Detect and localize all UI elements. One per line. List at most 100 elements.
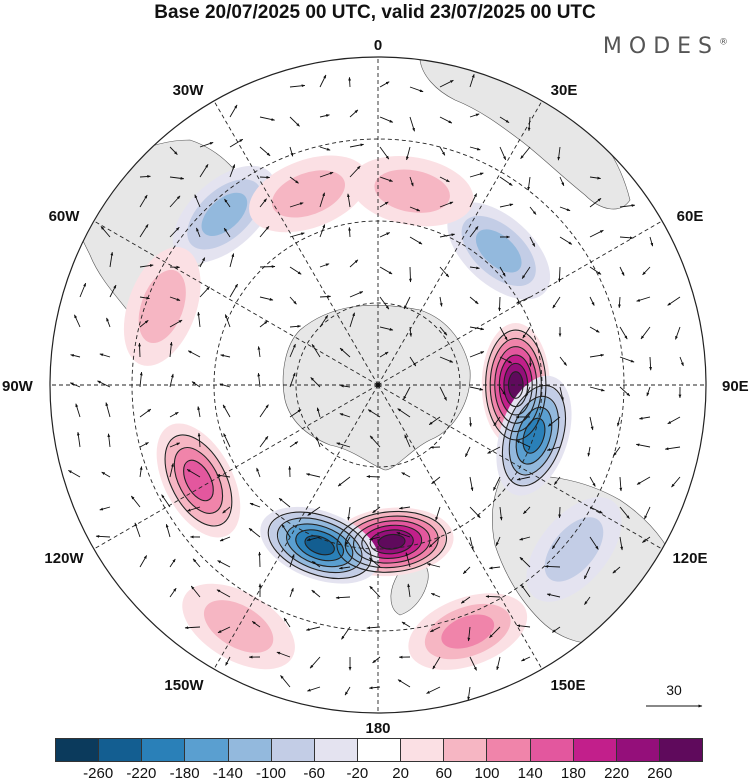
wind-arrow (559, 386, 564, 402)
colorbar-tick-label: -180 (169, 765, 200, 782)
lon-label-90e: 90E (722, 378, 749, 395)
wind-arrow (109, 284, 117, 298)
wind-arrow (316, 407, 321, 418)
wind-arrow (499, 326, 508, 341)
wind-arrow (307, 506, 321, 516)
lon-label-150w: 150W (164, 677, 204, 694)
wind-arrow (248, 527, 261, 538)
positive-anomaly-180-level (378, 534, 405, 550)
colorbar-tick-label: -20 (346, 765, 369, 782)
wind-arrow (319, 146, 331, 151)
wind-arrow (289, 324, 301, 328)
wind-arrow (644, 506, 651, 520)
meridian-line (93, 220, 379, 386)
wind-arrow (583, 566, 591, 580)
wind-arrow (139, 408, 152, 418)
wind-arrow (220, 354, 231, 358)
wind-arrow (311, 589, 321, 598)
wind-arrow (589, 197, 602, 208)
wind-arrow (409, 176, 414, 187)
wind-arrow (559, 236, 573, 245)
wind-arrow (469, 656, 477, 671)
wind-arrow (259, 175, 271, 179)
colorbar-swatch (271, 739, 315, 761)
wind-arrow (289, 116, 300, 127)
wind-arrow (169, 296, 181, 301)
wind-arrow (467, 686, 471, 701)
wind-arrow (467, 626, 471, 642)
wind-arrow (589, 176, 601, 180)
wind-arrow (499, 386, 506, 396)
wind-arrow (139, 175, 151, 178)
wind-arrow (289, 176, 299, 184)
wind-arrow (547, 416, 561, 427)
wind-arrow (280, 675, 291, 688)
wind-arrow (379, 266, 393, 275)
meridian-line (377, 220, 663, 386)
wind-arrow (584, 596, 591, 605)
wind-arrow (469, 172, 484, 178)
colorbar-swatch (444, 739, 488, 761)
wind-arrow (219, 536, 231, 542)
wind-arrow (349, 312, 355, 328)
colorbar-tick-label: 260 (647, 765, 673, 782)
wind-arrow (469, 326, 485, 331)
wind-arrow (379, 201, 389, 208)
colorbar-tick-label: 220 (604, 765, 630, 782)
wind-arrow (469, 416, 472, 427)
wind-arrow (199, 164, 209, 178)
wind-arrow (289, 232, 305, 238)
wind-arrow (139, 466, 143, 478)
wind-arrow (199, 257, 206, 268)
wind-arrow (217, 626, 231, 634)
wind-arrow (439, 146, 446, 156)
wind-arrow (439, 326, 448, 336)
wind-arrow (379, 351, 389, 358)
wind-arrow (369, 435, 381, 448)
wind-arrow (519, 536, 531, 541)
wind-arrow (379, 81, 390, 88)
wind-arrow (551, 536, 561, 550)
colorbar-tick-label: -220 (126, 765, 157, 782)
wind-arrow (409, 326, 413, 337)
wind-arrow (349, 143, 365, 148)
wind-arrow (409, 116, 415, 132)
wind-arrow (306, 473, 321, 478)
wind-arrow (522, 326, 531, 339)
wind-arrow (439, 176, 450, 183)
wind-arrow (559, 176, 565, 187)
wind-arrow (589, 506, 603, 514)
wind-arrow (216, 589, 231, 598)
wind-arrow (638, 416, 651, 420)
wind-arrow (521, 266, 531, 279)
negative-anomaly-155w-contour (295, 529, 345, 562)
wind-arrow (369, 536, 381, 541)
wind-arrow (559, 206, 571, 212)
positive-anomaly-90e-contour (507, 371, 524, 399)
positive-anomaly-90e-contour (494, 346, 538, 424)
positive-anomaly-10e-level (374, 169, 450, 213)
wind-arrow (289, 202, 304, 208)
wind-arrow (311, 343, 321, 358)
wind-arrow (469, 73, 475, 88)
wind-arrow (409, 86, 424, 93)
wind-arrow (397, 679, 411, 688)
wind-arrow (439, 356, 454, 363)
wind-arrow (439, 296, 443, 307)
meridian-line (93, 384, 379, 550)
wind-arrow (281, 524, 291, 538)
negative-anomaly-110e-contour (508, 395, 560, 476)
wind-arrow (100, 226, 111, 238)
wind-arrow (337, 476, 351, 487)
modes-logo: MODES® (602, 34, 728, 59)
wind-arrow (619, 506, 630, 519)
wind-arrow (408, 266, 412, 283)
wind-arrow (617, 416, 621, 427)
colorbar-tick-label: 60 (435, 765, 453, 782)
wind-arrow (493, 476, 501, 491)
wind-arrow (527, 176, 531, 191)
wind-arrow (169, 341, 173, 358)
wind-arrow (199, 286, 210, 298)
wind-arrow (636, 296, 651, 302)
wind-arrow (161, 494, 171, 508)
